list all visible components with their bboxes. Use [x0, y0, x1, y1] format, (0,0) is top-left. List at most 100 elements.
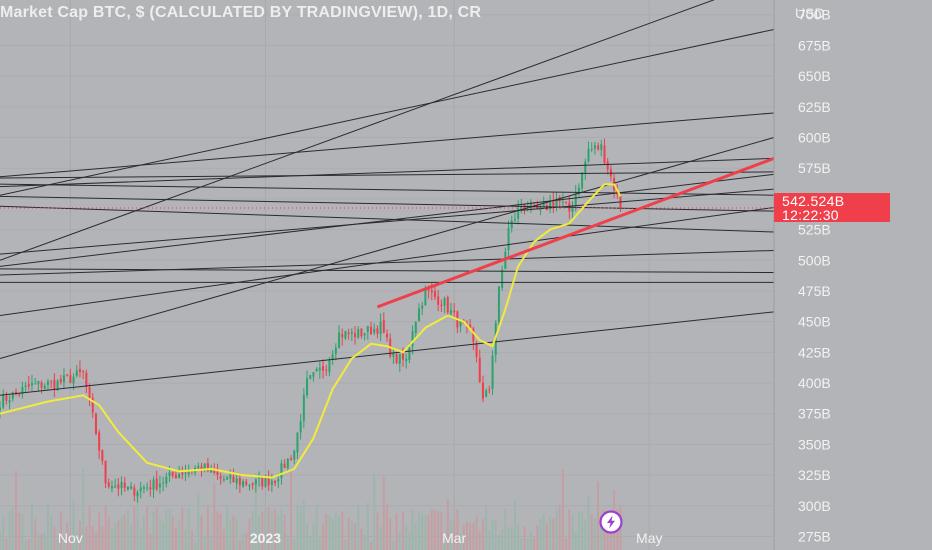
volume-bar [216, 511, 219, 550]
y-tick-label: 600B [798, 130, 831, 146]
volume-bar [302, 499, 305, 550]
volume-bar [43, 532, 46, 550]
candle-body [475, 343, 478, 358]
candle-body [213, 469, 216, 474]
candle-body [392, 353, 395, 357]
candle-body [341, 334, 344, 338]
volume-bar [190, 530, 193, 550]
volume-bar [232, 515, 235, 550]
candle-body [82, 371, 85, 373]
bar-countdown: 12:22:30 [782, 207, 839, 223]
lightning-logo-icon[interactable] [596, 510, 626, 534]
candle-body [328, 360, 331, 373]
candle-body [299, 421, 302, 433]
volume-bar [258, 515, 261, 550]
candle-body [66, 374, 69, 376]
volume-bar [248, 518, 251, 550]
volume-bar [34, 519, 37, 550]
volume-bar [155, 507, 158, 550]
volume-bar [341, 511, 344, 550]
volume-bar [120, 516, 123, 550]
volume-bar [370, 541, 373, 550]
candle-body [549, 202, 552, 209]
candle-body [552, 200, 555, 206]
volume-bar [126, 509, 129, 550]
candle-body [72, 376, 75, 384]
candle-body [366, 325, 369, 332]
candle-body [296, 432, 299, 453]
candle-body [261, 476, 264, 487]
candle-body [62, 375, 65, 383]
volume-bar [577, 512, 580, 550]
volume-bar [142, 515, 145, 550]
candle-body [184, 472, 187, 474]
candle-body [53, 379, 56, 389]
candle-body [481, 382, 484, 399]
candle-body [283, 463, 286, 469]
candle-body [216, 471, 219, 476]
volume-bar [309, 536, 312, 550]
candle-body [30, 383, 33, 386]
candle-body [469, 324, 472, 329]
volume-bar [0, 530, 1, 550]
candle-body [488, 389, 491, 391]
volume-bar [446, 499, 449, 550]
candle-body [331, 354, 334, 360]
volume-bar [593, 518, 596, 550]
volume-bar [296, 506, 299, 550]
candle-body [107, 482, 110, 487]
volume-bar [478, 530, 481, 550]
volume-bar [430, 509, 433, 550]
volume-bar [82, 469, 85, 550]
volume-bar [405, 524, 408, 550]
volume-bar [526, 538, 529, 550]
candle-body [370, 326, 373, 335]
volume-bar [11, 507, 14, 550]
y-tick-label: 475B [798, 283, 831, 299]
y-tick-label: 300B [798, 498, 831, 514]
volume-bar [171, 515, 174, 550]
volume-bar [571, 514, 574, 550]
x-tick-label: 2023 [250, 530, 281, 546]
candle-body [312, 372, 315, 377]
candle-body [517, 208, 520, 219]
volume-bar [152, 511, 155, 550]
candle-body [178, 473, 181, 479]
y-tick-label: 575B [798, 160, 831, 176]
candle-body [606, 161, 609, 170]
volume-bar [513, 501, 516, 550]
candle-body [174, 474, 177, 479]
volume-bar [545, 523, 548, 550]
volume-bar [267, 507, 270, 550]
candle-body [254, 479, 257, 485]
candle-body [114, 485, 117, 488]
volume-bar [462, 524, 465, 550]
volume-bar [443, 540, 446, 550]
candle-body [56, 380, 59, 391]
candle-body [290, 458, 293, 460]
candle-body [149, 487, 152, 490]
y-tick-label: 625B [798, 99, 831, 115]
volume-bar [465, 521, 468, 550]
candle-body [325, 369, 328, 371]
trend-line [0, 112, 774, 178]
candle-body [98, 432, 101, 451]
candle-body [315, 368, 318, 372]
volume-bar [504, 508, 507, 550]
volume-bar [523, 526, 526, 550]
candle-body [363, 333, 366, 336]
candle-body [571, 205, 574, 212]
trend-line [0, 311, 774, 396]
candle-body [78, 368, 81, 373]
candle-body [382, 319, 385, 333]
volume-bar [178, 519, 181, 550]
candle-body [123, 482, 126, 488]
candle-body [398, 353, 401, 364]
candle-body [446, 297, 449, 313]
volume-bar [497, 534, 500, 550]
trend-line [0, 28, 774, 196]
candle-body [245, 481, 248, 485]
volume-bar [242, 533, 245, 550]
candle-body [14, 391, 17, 394]
